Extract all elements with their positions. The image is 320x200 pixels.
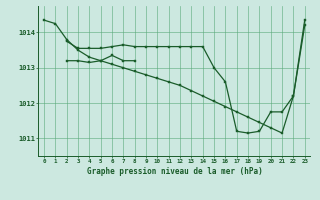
- X-axis label: Graphe pression niveau de la mer (hPa): Graphe pression niveau de la mer (hPa): [86, 167, 262, 176]
